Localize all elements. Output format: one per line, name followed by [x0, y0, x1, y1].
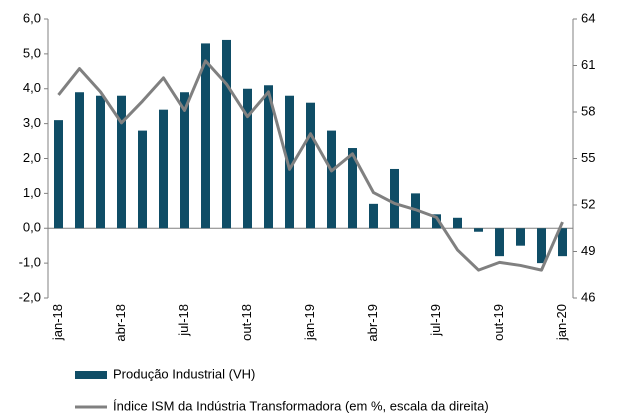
bar	[348, 148, 357, 229]
x-tick-label: jan-20	[554, 304, 569, 341]
y-tick-label: 0,0	[23, 220, 41, 235]
x-tick-label: jan-19	[302, 304, 317, 341]
legend-swatch	[75, 371, 107, 379]
bar	[201, 43, 210, 229]
bar	[390, 168, 399, 229]
bar	[180, 92, 189, 229]
y-tick-label: -1,0	[19, 255, 41, 270]
bar	[495, 228, 504, 257]
bar	[537, 228, 546, 264]
bar	[75, 92, 84, 229]
bar	[474, 228, 483, 232]
y-tick-label: 5,0	[23, 45, 41, 60]
bar	[54, 120, 63, 229]
x-tick-label: abr-19	[365, 304, 380, 342]
bar	[453, 217, 462, 229]
y2-tick-label: 58	[581, 103, 595, 118]
legend-label: Índice ISM da Indústria Transformadora (…	[113, 398, 489, 413]
bar	[327, 130, 336, 229]
y2-tick-label: 55	[581, 150, 595, 165]
y-tick-label: -2,0	[19, 289, 41, 304]
y2-tick-label: 49	[581, 243, 595, 258]
y2-tick-label: 61	[581, 57, 595, 72]
x-tick-label: jan-18	[50, 304, 65, 341]
y-tick-label: 4,0	[23, 80, 41, 95]
x-tick-label: jul-18	[176, 304, 191, 337]
bar	[432, 214, 441, 229]
bar	[516, 228, 525, 246]
y2-tick-label: 64	[581, 10, 595, 25]
x-tick-label: jul-19	[428, 304, 443, 337]
bar	[285, 95, 294, 229]
bar	[306, 102, 315, 229]
y-tick-label: 3,0	[23, 115, 41, 130]
bar	[264, 85, 273, 229]
y-tick-label: 2,0	[23, 150, 41, 165]
bar	[159, 109, 168, 229]
bar	[96, 95, 105, 229]
bar	[558, 228, 567, 257]
bar	[243, 88, 252, 229]
bar	[117, 95, 126, 229]
y-tick-label: 6,0	[23, 10, 41, 25]
x-tick-label: abr-18	[113, 304, 128, 342]
y-tick-label: 1,0	[23, 185, 41, 200]
legend-label: Produção Industrial (VH)	[113, 366, 255, 381]
x-tick-label: out-18	[239, 304, 254, 341]
y2-tick-label: 46	[581, 289, 595, 304]
line	[57, 59, 564, 272]
bar	[222, 39, 231, 229]
y2-tick-label: 52	[581, 196, 595, 211]
bar	[138, 130, 147, 229]
x-tick-label: out-19	[491, 304, 506, 341]
bar	[369, 203, 378, 229]
